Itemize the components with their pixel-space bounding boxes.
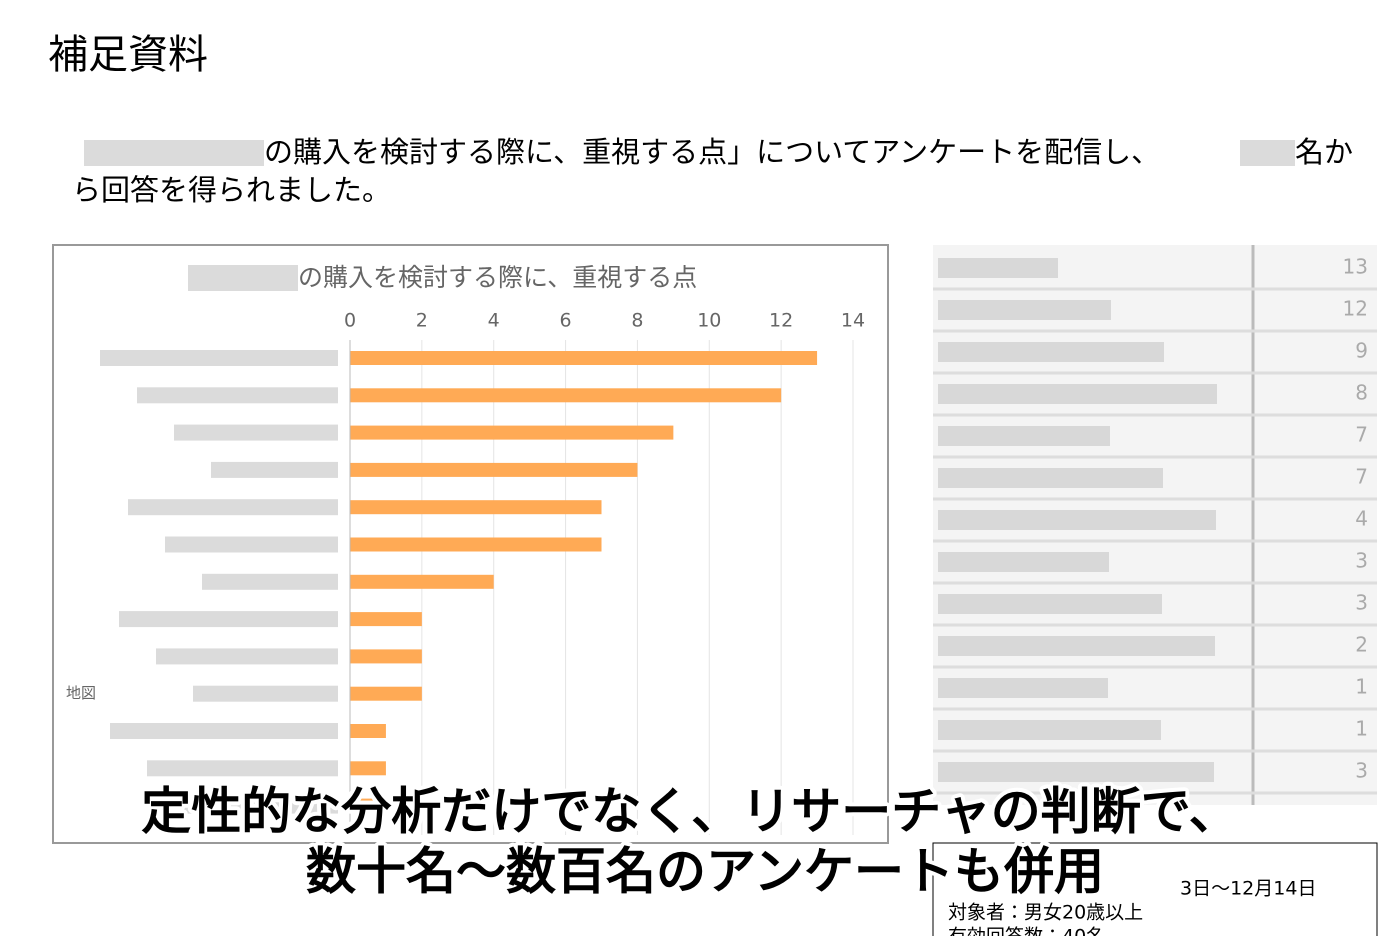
x-tick-label: 0 (344, 310, 356, 332)
bar (350, 574, 494, 589)
bar (350, 761, 386, 776)
table-value: 7 (1355, 423, 1368, 447)
redacted-label (147, 760, 338, 777)
bar (350, 686, 422, 701)
bar (350, 649, 422, 664)
x-tick-label: 4 (488, 310, 500, 332)
note-text: 有効回答数：40名 (948, 926, 1105, 936)
redacted-cell (938, 342, 1164, 362)
note-box (932, 842, 1378, 936)
chart-title: の購入を検討する際に、重視する点 (298, 263, 697, 292)
redacted (188, 265, 298, 291)
redacted-cell (938, 762, 1214, 782)
redacted-label (128, 499, 338, 516)
redacted-label (156, 648, 338, 665)
caption: 定性的な分析だけでなく、リサーチャの判断で、 (141, 783, 1239, 841)
redacted-label (202, 573, 338, 590)
redacted-cell (938, 636, 1215, 656)
x-tick-label: 6 (560, 310, 572, 332)
intro-text: 名か (1295, 135, 1353, 169)
table-value: 2 (1355, 633, 1368, 657)
bar (350, 351, 818, 365)
table-value: 13 (1343, 255, 1368, 279)
x-tick-label: 12 (769, 310, 793, 332)
bar (350, 798, 386, 813)
table-value: 9 (1355, 339, 1368, 363)
bar (350, 724, 386, 738)
redacted-label (137, 387, 338, 404)
caption: 数十名〜数百名のアンケートも併用 (306, 843, 1104, 901)
redacted-label (165, 536, 338, 553)
redacted-cell (938, 552, 1109, 572)
intro-text: の購入を検討する際に、重視する点」についてアンケートを配信し、 (264, 135, 1160, 169)
redacted-cell (938, 300, 1111, 320)
y-tick-label: 地図 (66, 684, 96, 702)
table-value: 3 (1355, 549, 1368, 573)
x-tick-label: 14 (841, 310, 865, 332)
redacted-cell (938, 720, 1161, 740)
table-value: 1 (1355, 717, 1368, 741)
table-value: 7 (1355, 465, 1368, 489)
redacted-cell (938, 510, 1216, 530)
redacted-label (110, 723, 338, 739)
table-value: 4 (1355, 507, 1368, 531)
table-value: 12 (1343, 297, 1368, 321)
redacted-label (174, 424, 338, 441)
bar (350, 500, 602, 515)
page-title: 補足資料 (48, 32, 208, 78)
bar (350, 462, 638, 477)
x-tick-label: 2 (416, 310, 428, 332)
bar (350, 388, 782, 403)
table-value: 3 (1355, 759, 1368, 783)
redacted-label (193, 685, 338, 702)
intro-text: ら回答を得られました。 (72, 173, 391, 207)
redacted-cell (938, 678, 1108, 698)
redacted-label (184, 797, 338, 814)
bar (350, 612, 422, 627)
bar (350, 425, 674, 440)
redacted (84, 140, 264, 166)
redacted-cell (938, 594, 1162, 614)
redacted (1240, 140, 1295, 166)
redacted-cell (938, 468, 1163, 488)
x-tick-label: 10 (697, 310, 721, 332)
redacted-cell (938, 258, 1058, 278)
redacted-label (119, 611, 338, 628)
chart: 0 2 4 6 8 10 12 14 地図 (66, 310, 865, 835)
redacted-cell (938, 384, 1217, 404)
note-text: 3日〜12月14日 (1180, 878, 1316, 900)
x-tick-label: 8 (631, 310, 643, 332)
table-value: 8 (1355, 381, 1368, 405)
redacted-cell (938, 426, 1110, 446)
note-text: 対象者：男女20歳以上 (948, 902, 1143, 924)
redacted-label (211, 461, 338, 478)
table-value: 1 (1355, 675, 1368, 699)
redacted-label (100, 350, 338, 366)
bar (350, 537, 602, 552)
table-value: 3 (1355, 591, 1368, 615)
